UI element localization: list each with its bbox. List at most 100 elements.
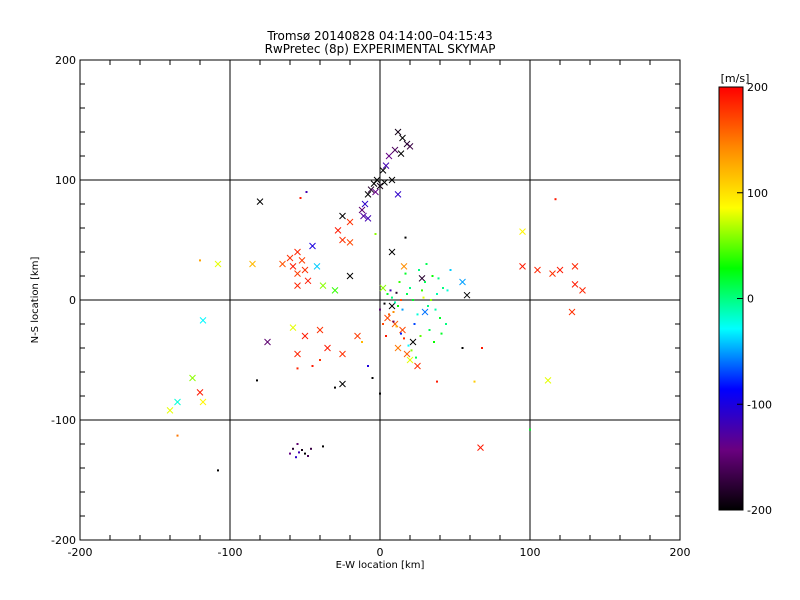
data-point-dot <box>301 449 303 451</box>
chart-subtitle: RwPretec (8p) EXPERIMENTAL SKYMAP <box>265 42 496 56</box>
data-point-x <box>459 278 466 286</box>
data-point-dot <box>410 349 413 352</box>
data-point-dot <box>406 293 408 295</box>
x-tick-label: -100 <box>218 546 243 559</box>
data-point-x <box>534 266 541 274</box>
data-point-x <box>364 191 372 198</box>
data-point-x <box>309 242 316 250</box>
data-point-x <box>301 332 309 340</box>
data-point-x <box>339 380 346 388</box>
data-point-dot <box>391 296 393 299</box>
colorbar-tick-label: 200 <box>747 81 768 94</box>
data-point-x <box>289 324 297 331</box>
data-point-dot <box>289 452 291 455</box>
data-point-x <box>361 200 369 208</box>
data-point-dot <box>418 269 420 271</box>
data-point-dot <box>367 365 369 367</box>
data-point-dot <box>404 272 407 275</box>
data-point-dot <box>382 323 384 325</box>
data-point-dot <box>434 308 437 311</box>
data-point-x <box>346 218 354 226</box>
data-point-x <box>400 263 408 270</box>
data-point-dot <box>419 335 422 337</box>
data-point-x <box>379 167 387 174</box>
y-axis-label: N-S location [km] <box>30 257 41 344</box>
data-point-x <box>319 282 327 289</box>
data-point-x <box>388 248 396 256</box>
data-point-dot <box>401 308 404 311</box>
data-point-dot <box>319 359 321 361</box>
data-point-x <box>376 182 384 190</box>
data-point-dot <box>433 341 435 343</box>
data-point-dot <box>398 281 401 283</box>
data-point-x <box>519 228 526 235</box>
data-point-x <box>421 308 429 316</box>
data-point-dot <box>473 380 476 383</box>
data-point-dot <box>199 259 201 262</box>
data-point-dot <box>436 380 438 383</box>
data-point-dot <box>421 289 423 292</box>
data-point-dot <box>383 302 386 305</box>
data-point-x <box>334 227 342 234</box>
data-point-dot <box>395 291 398 294</box>
grid <box>80 60 680 540</box>
data-point-dot <box>176 434 179 437</box>
data-point-dot <box>310 447 312 450</box>
x-tick-label: 0 <box>377 546 384 559</box>
data-point-dot <box>415 356 417 359</box>
data-point-x <box>313 263 321 270</box>
data-point-x <box>372 188 379 196</box>
colorbar-tick-label: 100 <box>747 187 768 200</box>
data-point-dot <box>529 428 531 431</box>
data-point-dot <box>428 329 431 331</box>
data-point-x <box>394 344 402 352</box>
y-tick-label: -200 <box>51 534 76 547</box>
data-point-x <box>568 308 576 316</box>
data-point-x <box>418 275 426 282</box>
colorbar-label: [m/s] <box>721 72 750 85</box>
y-tick-label: 200 <box>55 54 76 67</box>
data-point-x <box>571 263 579 270</box>
data-point-dot <box>430 299 432 301</box>
data-point-x <box>360 212 367 220</box>
data-point-dot <box>295 456 297 459</box>
data-point-dot <box>481 347 483 349</box>
y-tick-label: 100 <box>55 174 76 187</box>
data-point-x <box>409 338 417 346</box>
data-point-dot <box>431 275 434 277</box>
data-point-x <box>256 198 264 205</box>
data-point-x <box>346 239 354 246</box>
data-point-dot <box>388 313 390 316</box>
data-point-x <box>477 444 484 451</box>
data-point-dot <box>416 313 419 316</box>
data-point-x <box>388 176 396 184</box>
data-point-x <box>324 344 331 352</box>
data-point-x <box>298 257 306 264</box>
data-point-dot <box>395 325 398 328</box>
data-point-dot <box>446 289 449 292</box>
data-point-x <box>394 191 402 198</box>
data-point-x <box>406 143 414 150</box>
data-point-dot <box>371 377 374 379</box>
data-point-dot <box>389 289 392 292</box>
data-point-dot <box>449 269 452 271</box>
data-point-x <box>544 377 552 384</box>
data-point-dot <box>400 299 402 301</box>
y-tick-label: -100 <box>51 414 76 427</box>
data-point-dot <box>554 198 557 201</box>
data-point-x <box>399 326 406 334</box>
data-point-dot <box>397 305 399 307</box>
x-axis-label: E-W location [km] <box>336 560 425 571</box>
data-point-dot <box>436 293 438 295</box>
data-point-dot <box>296 443 299 445</box>
data-point-dot <box>422 296 425 299</box>
data-point-x <box>556 266 564 274</box>
data-point-x <box>279 260 286 268</box>
data-point-dot <box>403 337 405 340</box>
data-point-dot <box>425 263 428 265</box>
data-point-x <box>316 326 324 334</box>
data-point-dot <box>374 233 377 235</box>
data-point-x <box>304 277 312 285</box>
data-point-dot <box>322 445 324 448</box>
